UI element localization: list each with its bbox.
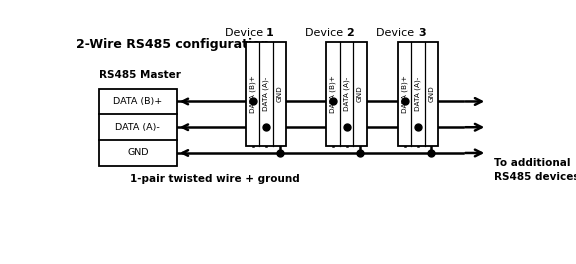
Text: Device: Device bbox=[305, 28, 347, 38]
Text: RS485 Master: RS485 Master bbox=[99, 70, 181, 81]
Text: DATA (B)+: DATA (B)+ bbox=[113, 97, 162, 106]
Bar bbox=[99, 89, 177, 166]
Bar bbox=[246, 42, 286, 145]
Text: 1: 1 bbox=[266, 28, 274, 38]
Text: 1-pair twisted wire + ground: 1-pair twisted wire + ground bbox=[130, 174, 300, 184]
Text: DATA (A)-: DATA (A)- bbox=[343, 77, 350, 111]
Text: 2-Wire RS485 configuration: 2-Wire RS485 configuration bbox=[77, 38, 270, 51]
Text: DATA (A)-: DATA (A)- bbox=[415, 77, 421, 111]
Text: DATA (A)-: DATA (A)- bbox=[115, 123, 160, 132]
Bar bbox=[327, 42, 366, 145]
Text: Device: Device bbox=[376, 28, 418, 38]
Text: GND: GND bbox=[357, 85, 363, 102]
Text: 3: 3 bbox=[418, 28, 426, 38]
Bar bbox=[398, 42, 438, 145]
Text: DATA (B)+: DATA (B)+ bbox=[249, 75, 256, 113]
Text: DATA (B)+: DATA (B)+ bbox=[401, 75, 408, 113]
Text: 2: 2 bbox=[347, 28, 354, 38]
Text: GND: GND bbox=[127, 148, 149, 157]
Text: To additional
RS485 devices: To additional RS485 devices bbox=[494, 158, 576, 182]
Text: GND: GND bbox=[276, 85, 283, 102]
Text: DATA (B)+: DATA (B)+ bbox=[330, 75, 336, 113]
Text: GND: GND bbox=[429, 85, 434, 102]
Text: Device: Device bbox=[225, 28, 266, 38]
Text: DATA (A)-: DATA (A)- bbox=[263, 77, 270, 111]
